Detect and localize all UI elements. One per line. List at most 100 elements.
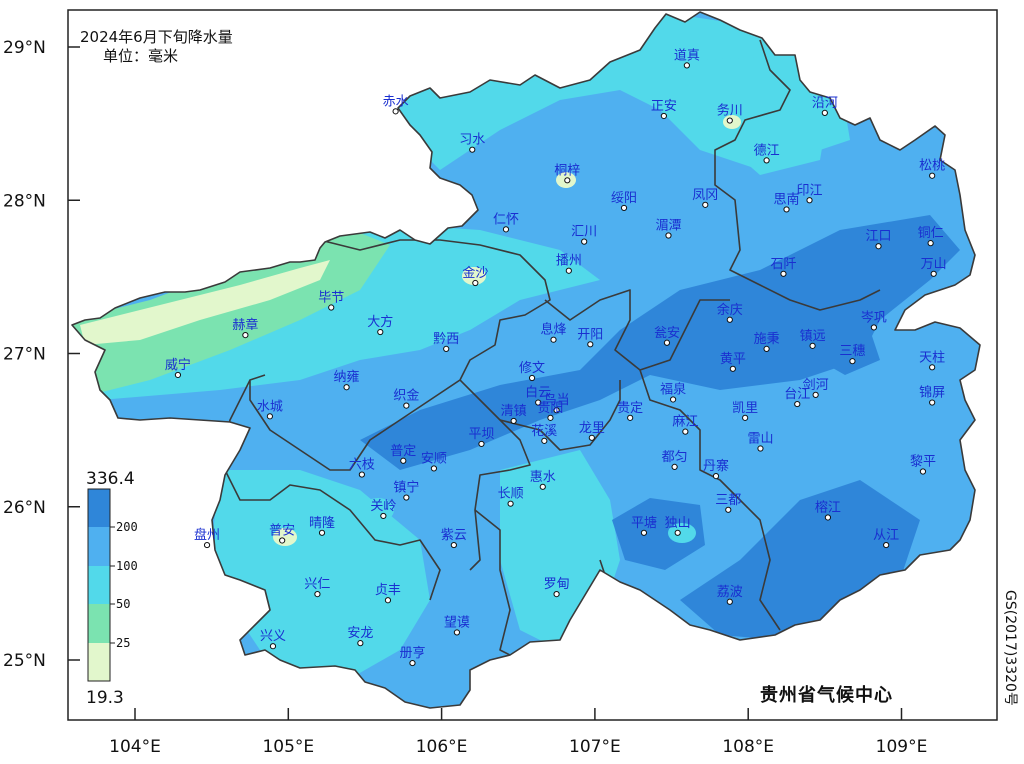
station-marker — [660, 112, 667, 120]
legend-swatch — [88, 527, 110, 566]
station-label: 黎平 — [910, 455, 936, 470]
lat-tick-label: 28°N — [3, 191, 46, 211]
rainfall-50-100-dushan — [668, 523, 696, 543]
station-marker — [550, 336, 557, 343]
station-marker — [627, 414, 634, 421]
boundary-zunyi-bijie — [319, 239, 551, 381]
station-label: 石阡 — [770, 257, 796, 272]
rainfall-above-200-east — [810, 320, 880, 375]
station-label: 织金 — [393, 388, 419, 404]
boundary-zunyi-tongren — [714, 39, 881, 311]
station-label: 贵定 — [617, 401, 643, 416]
station-marker — [535, 399, 542, 406]
rainfall-50-100-northwest — [90, 220, 600, 400]
station-marker — [919, 468, 927, 475]
station-marker — [392, 108, 399, 115]
station-marker — [343, 384, 350, 391]
legend: 336.4 19.3 200 100 50 25 — [86, 469, 138, 708]
station-label: 贵阳 — [537, 401, 563, 416]
station-label: 从江 — [873, 528, 899, 543]
station-label: 威宁 — [165, 357, 191, 373]
lat-tick-label: 26°N — [3, 498, 46, 518]
station-marker — [683, 62, 690, 69]
station-marker — [726, 316, 733, 323]
station-marker — [763, 157, 770, 164]
legend-max-label: 336.4 — [86, 469, 135, 489]
station-label: 绥阳 — [611, 191, 637, 206]
station-marker — [174, 371, 182, 379]
station-marker — [409, 659, 416, 667]
rainfall-50-100-south — [210, 470, 430, 690]
legend-break-label: 200 — [116, 520, 138, 534]
station-label: 印江 — [797, 183, 823, 198]
station-marker — [553, 591, 560, 598]
station-label: 平坝 — [468, 427, 494, 442]
station-label: 毕节 — [318, 291, 344, 306]
rainfall-below-25-west — [80, 260, 330, 345]
legend-swatch — [88, 604, 110, 643]
station-marker — [358, 471, 365, 478]
station-marker — [812, 391, 819, 398]
station-label: 兴仁 — [304, 577, 330, 592]
station-label: 雷山 — [747, 432, 773, 447]
station-marker — [450, 541, 457, 549]
station-marker — [400, 457, 407, 464]
station-marker — [849, 358, 856, 365]
station-label: 水城 — [257, 399, 283, 414]
map-unit: 单位：毫米 — [103, 47, 178, 65]
station-marker — [502, 226, 510, 233]
station-marker — [279, 537, 286, 544]
station-label: 龙里 — [579, 421, 605, 436]
boundary-guiyang-qiannan — [499, 380, 621, 451]
station-label: 施秉 — [754, 331, 780, 347]
station-marker — [809, 342, 816, 349]
station-label: 黔西 — [433, 332, 459, 347]
station-marker — [528, 374, 536, 382]
station-label: 兴义 — [260, 629, 286, 644]
station-marker — [403, 494, 410, 501]
station-marker — [671, 463, 678, 471]
station-marker — [541, 437, 548, 444]
station-marker — [929, 399, 936, 406]
station-marker — [663, 339, 671, 346]
lon-tick-label: 104°E — [109, 737, 161, 757]
station-marker — [742, 414, 749, 421]
boundary-anshun-guiyang — [459, 379, 531, 571]
station-label: 普定 — [390, 444, 416, 459]
station-marker — [469, 146, 476, 153]
station-label: 道真 — [674, 48, 700, 63]
station-marker — [266, 413, 274, 420]
station-label: 册亨 — [399, 645, 425, 661]
station-label: 乌当 — [544, 392, 570, 408]
lon-tick-label: 109°E — [876, 737, 928, 757]
station-marker — [726, 598, 733, 605]
station-marker — [565, 267, 572, 274]
station-label: 贞丰 — [375, 583, 401, 598]
station-label: 息烽 — [541, 322, 567, 338]
station-label: 安顺 — [421, 451, 447, 466]
lat-tick-label: 27°N — [3, 345, 46, 365]
station-marker — [472, 279, 479, 287]
station-label: 赫章 — [232, 317, 258, 333]
station-marker — [384, 597, 392, 604]
station-marker — [725, 506, 732, 513]
station-marker — [357, 640, 364, 647]
lon-tick-label: 107°E — [569, 737, 621, 757]
station-label: 赤水 — [383, 94, 409, 109]
legend-swatch — [88, 566, 110, 604]
station-marker — [547, 414, 554, 421]
station-marker — [794, 400, 801, 408]
station-marker — [443, 345, 450, 353]
station-label: 正安 — [651, 99, 677, 114]
station-label: 大方 — [367, 314, 393, 330]
station-label: 天柱 — [919, 350, 945, 365]
legend-break-label: 25 — [116, 636, 130, 650]
station-label: 锦屏 — [919, 386, 945, 401]
station-label: 普安 — [269, 523, 295, 538]
station-label: 万山 — [921, 257, 947, 272]
station-marker — [875, 243, 882, 250]
station-marker — [269, 643, 277, 650]
station-marker — [430, 465, 438, 472]
station-label: 望谟 — [444, 614, 470, 630]
